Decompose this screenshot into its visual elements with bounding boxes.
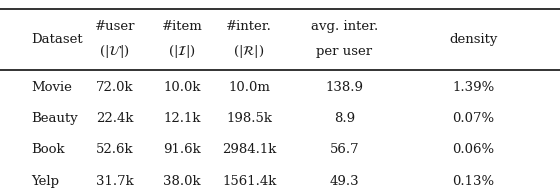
Text: avg. inter.: avg. inter. (311, 20, 378, 33)
Text: 0.07%: 0.07% (452, 112, 494, 125)
Text: #inter.: #inter. (226, 20, 272, 33)
Text: 56.7: 56.7 (330, 143, 359, 156)
Text: 22.4k: 22.4k (96, 112, 133, 125)
Text: (|$\mathcal{U}$|): (|$\mathcal{U}$|) (99, 44, 130, 60)
Text: 38.0k: 38.0k (163, 175, 201, 188)
Text: Beauty: Beauty (31, 112, 77, 125)
Text: 10.0k: 10.0k (164, 81, 200, 94)
Text: 31.7k: 31.7k (96, 175, 134, 188)
Text: 91.6k: 91.6k (163, 143, 201, 156)
Text: 1.39%: 1.39% (452, 81, 494, 94)
Text: (|$\mathcal{R}$|): (|$\mathcal{R}$|) (234, 44, 265, 60)
Text: 10.0m: 10.0m (228, 81, 270, 94)
Text: 1561.4k: 1561.4k (222, 175, 277, 188)
Text: #item: #item (162, 20, 202, 33)
Text: 49.3: 49.3 (330, 175, 359, 188)
Text: (|$\mathcal{I}$|): (|$\mathcal{I}$|) (168, 44, 196, 60)
Text: 2984.1k: 2984.1k (222, 143, 277, 156)
Text: #user: #user (95, 20, 135, 33)
Text: Movie: Movie (31, 81, 72, 94)
Text: 52.6k: 52.6k (96, 143, 134, 156)
Text: 138.9: 138.9 (325, 81, 363, 94)
Text: Dataset: Dataset (31, 33, 82, 46)
Text: 12.1k: 12.1k (164, 112, 200, 125)
Text: density: density (449, 33, 497, 46)
Text: 8.9: 8.9 (334, 112, 355, 125)
Text: 0.06%: 0.06% (452, 143, 494, 156)
Text: per user: per user (316, 45, 372, 58)
Text: 72.0k: 72.0k (96, 81, 134, 94)
Text: 198.5k: 198.5k (226, 112, 272, 125)
Text: 0.13%: 0.13% (452, 175, 494, 188)
Text: Book: Book (31, 143, 64, 156)
Text: Yelp: Yelp (31, 175, 59, 188)
